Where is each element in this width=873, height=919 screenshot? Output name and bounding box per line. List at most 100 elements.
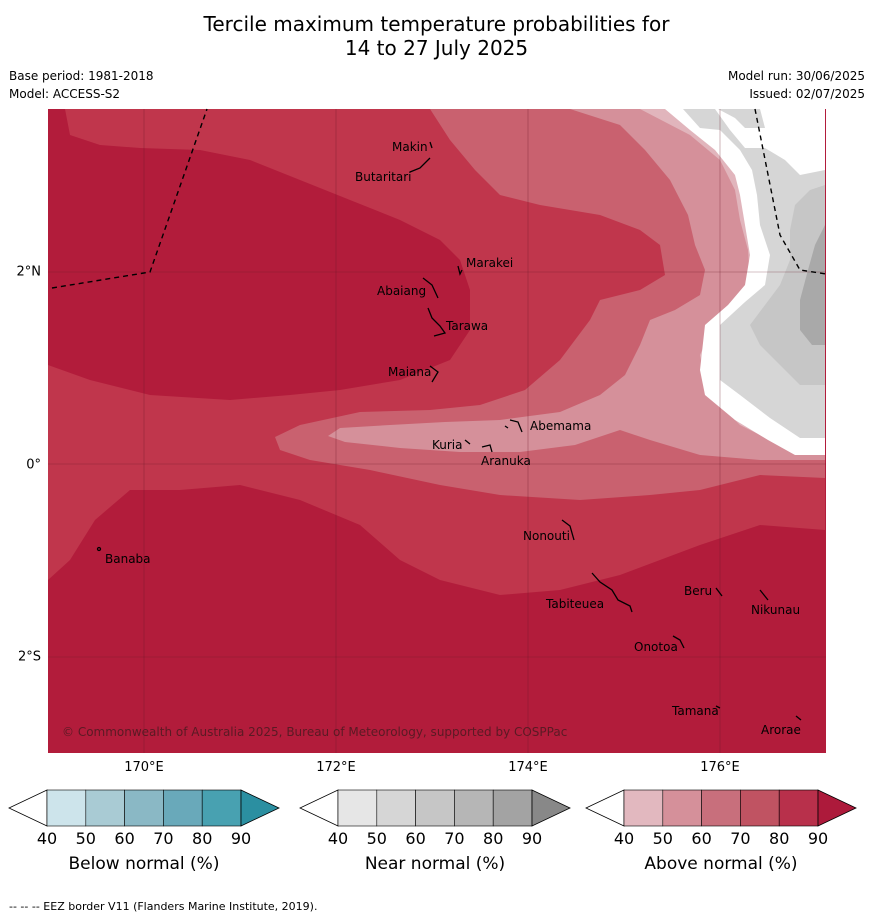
model-run-date: Model run: 30/06/2025 <box>727 69 865 83</box>
island-butaritari <box>409 157 431 173</box>
label-abaiang: Abaiang <box>377 284 426 298</box>
colorbar-above: 40 50 60 70 80 90 <box>585 789 857 848</box>
lat-label-2s: 2°S <box>17 649 41 665</box>
colorbar-over-triangle <box>531 789 571 827</box>
colorbar-over-triangle <box>817 789 857 827</box>
label-tabiteuea: Tabiteuea <box>545 597 604 611</box>
title-line-1: Tercile maximum temperature probabilitie… <box>203 12 670 36</box>
island-nikunau <box>759 589 769 601</box>
island-maiana <box>429 365 439 383</box>
colorbar-segment <box>454 789 494 827</box>
island-makin <box>429 141 433 149</box>
colorbar-title-near: Near normal (%) <box>364 854 506 874</box>
label-kuria: Kuria <box>432 438 463 452</box>
lat-label-2n: 2°N <box>16 264 42 280</box>
label-nikunau: Nikunau <box>751 603 800 617</box>
colorbar-tick-label: 50 <box>76 829 96 848</box>
label-abemama: Abemama <box>530 419 591 433</box>
lon-label-172e: 172°E <box>316 760 356 775</box>
colorbar-tick-label: 80 <box>769 829 789 848</box>
colorbar-tick-label: 40 <box>328 829 348 848</box>
colorbar-tick-label: 90 <box>231 829 251 848</box>
colorbars: 40 50 60 70 80 90 40 50 60 70 80 90 40 50 60 70 80 90 <box>8 789 857 848</box>
label-nonouti: Nonouti <box>523 529 570 543</box>
issued-date: Issued: 02/07/2025 <box>749 87 865 101</box>
island-arorae <box>795 715 802 721</box>
colorbar-below: 40 50 60 70 80 90 <box>8 789 280 848</box>
colorbar-under-triangle <box>299 789 339 827</box>
title-line-2: 14 to 27 July 2025 <box>344 36 529 60</box>
island-marakei <box>457 265 463 276</box>
colorbar-segment <box>85 789 125 827</box>
colorbar-tick-label: 80 <box>192 829 212 848</box>
colorbar-under-triangle <box>585 789 625 827</box>
lon-label-170e: 170°E <box>124 760 164 775</box>
colorbar-segment <box>337 789 378 827</box>
colorbar-segment <box>492 789 533 827</box>
colorbar-segment <box>740 789 780 827</box>
colorbar-segment <box>163 789 203 827</box>
eez-border <box>51 108 827 289</box>
colorbar-over-triangle <box>240 789 280 827</box>
map-title: Tercile maximum temperature probabilitie… <box>0 12 873 60</box>
model-name: Model: ACCESS-S2 <box>9 87 121 101</box>
colorbar-tick-label: 60 <box>114 829 134 848</box>
colorbar-tick-label: 80 <box>483 829 503 848</box>
base-period: Base period: 1981-2018 <box>9 69 154 83</box>
label-banaba: Banaba <box>105 552 151 566</box>
colorbar-tick-label: 60 <box>405 829 425 848</box>
place-labels: Makin Butaritari Marakei Abaiang Tarawa … <box>105 140 801 737</box>
label-onotoa: Onotoa <box>634 640 678 654</box>
probability-field <box>48 109 826 753</box>
colorbar-segment <box>201 789 242 827</box>
colorbar-tick-label: 70 <box>153 829 173 848</box>
colorbar-tick-label: 50 <box>653 829 673 848</box>
colorbar-tick-label: 90 <box>522 829 542 848</box>
colorbar-segment <box>376 789 416 827</box>
label-aranuka: Aranuka <box>481 454 531 468</box>
colorbar-segment <box>623 789 664 827</box>
colorbar-segment <box>124 789 164 827</box>
colorbar-segment <box>701 789 741 827</box>
colorbar-under-triangle <box>8 789 48 827</box>
island-abemama <box>504 419 523 433</box>
colorbar-tick-label: 70 <box>444 829 464 848</box>
colorbar-segment <box>415 789 455 827</box>
island-tamana <box>715 705 721 709</box>
eez-legend-footer: -- -- -- EEZ border V11 (Flanders Marine… <box>9 900 318 913</box>
label-maiana: Maiana <box>388 365 431 379</box>
colorbar-tick-label: 90 <box>808 829 828 848</box>
island-aranuka <box>481 444 493 453</box>
island-banaba <box>96 546 102 552</box>
colorbar-tick-label: 70 <box>730 829 750 848</box>
lat-label-0: 0° <box>26 457 41 473</box>
colorbar-tick-label: 50 <box>367 829 387 848</box>
island-beru <box>715 587 723 597</box>
label-butaritari: Butaritari <box>355 170 412 184</box>
colorbar-title-below: Below normal (%) <box>68 854 220 874</box>
colorbar-tick-label: 60 <box>691 829 711 848</box>
colorbar-title-above: Above normal (%) <box>644 854 798 874</box>
label-arorae: Arorae <box>761 723 801 737</box>
colorbar-segment <box>46 789 87 827</box>
copyright-notice: © Commonwealth of Australia 2025, Bureau… <box>62 725 567 739</box>
label-beru: Beru <box>684 584 712 598</box>
graticule <box>48 109 826 753</box>
colorbar-near: 40 50 60 70 80 90 <box>299 789 571 848</box>
island-tarawa <box>427 307 447 337</box>
label-tamana: Tamana <box>671 704 719 718</box>
lon-label-176e: 176°E <box>700 760 740 775</box>
lon-label-174e: 174°E <box>508 760 548 775</box>
island-nonouti <box>561 519 575 541</box>
label-marakei: Marakei <box>466 256 513 270</box>
label-makin: Makin <box>392 140 428 154</box>
islands <box>96 141 802 721</box>
colorbar-tick-label: 40 <box>37 829 57 848</box>
colorbar-segment <box>778 789 819 827</box>
island-onotoa <box>672 635 685 649</box>
island-abaiang <box>422 277 439 299</box>
island-tabiteuea <box>591 572 633 613</box>
colorbar-tick-label: 40 <box>614 829 634 848</box>
label-tarawa: Tarawa <box>445 319 488 333</box>
